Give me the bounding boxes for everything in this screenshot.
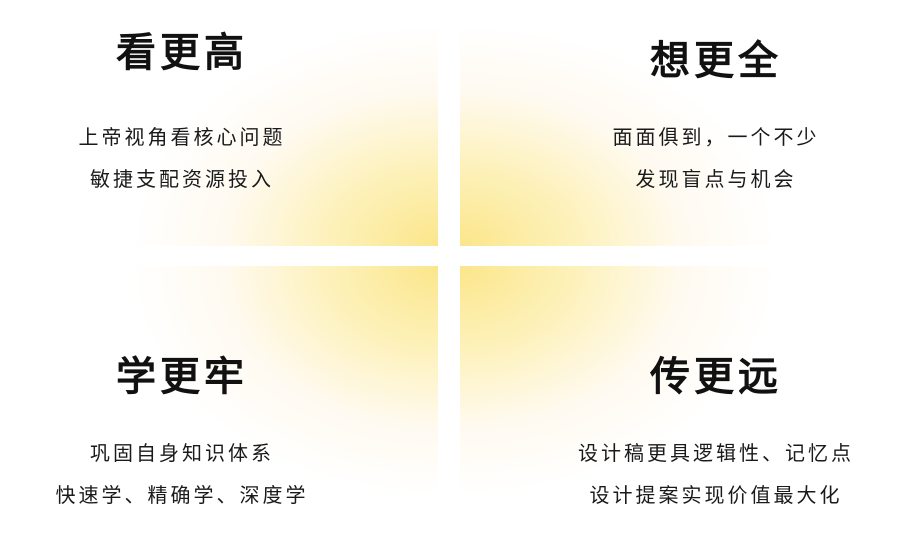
quadrant-desc-spread-further: 设计稿更具逻辑性、记忆点 设计提案实现价值最大化	[578, 432, 854, 516]
quadrant-top-right-glow	[460, 0, 914, 246]
quadrant-title-think-fuller: 想更全	[650, 38, 782, 84]
desc-line: 上帝视角看核心问题	[78, 125, 286, 149]
desc-line: 面面俱到，一个不少	[612, 125, 820, 149]
desc-line: 设计提案实现价值最大化	[589, 483, 843, 507]
quadrant-desc-think-fuller: 面面俱到，一个不少 发现盲点与机会	[613, 116, 820, 200]
quadrant-desc-learn-firmer: 巩固自身知识体系 快速学、精确学、深度学	[56, 432, 309, 516]
quadrant-bottom-right-glow	[460, 266, 914, 536]
quadrant-top-left-glow	[0, 0, 438, 246]
quadrant-title-learn-firmer: 学更牢	[116, 354, 248, 400]
desc-line: 快速学、精确学、深度学	[55, 483, 309, 507]
desc-line: 设计稿更具逻辑性、记忆点	[578, 441, 854, 465]
quadrant-desc-see-higher: 上帝视角看核心问题 敏捷支配资源投入	[79, 116, 286, 200]
desc-line: 巩固自身知识体系	[90, 441, 274, 465]
quadrant-title-see-higher: 看更高	[116, 30, 248, 76]
quadrant-title-spread-further: 传更远	[650, 354, 782, 400]
desc-line: 发现盲点与机会	[635, 167, 797, 191]
quadrant-bottom-left-glow	[0, 266, 438, 536]
desc-line: 敏捷支配资源投入	[90, 167, 274, 191]
